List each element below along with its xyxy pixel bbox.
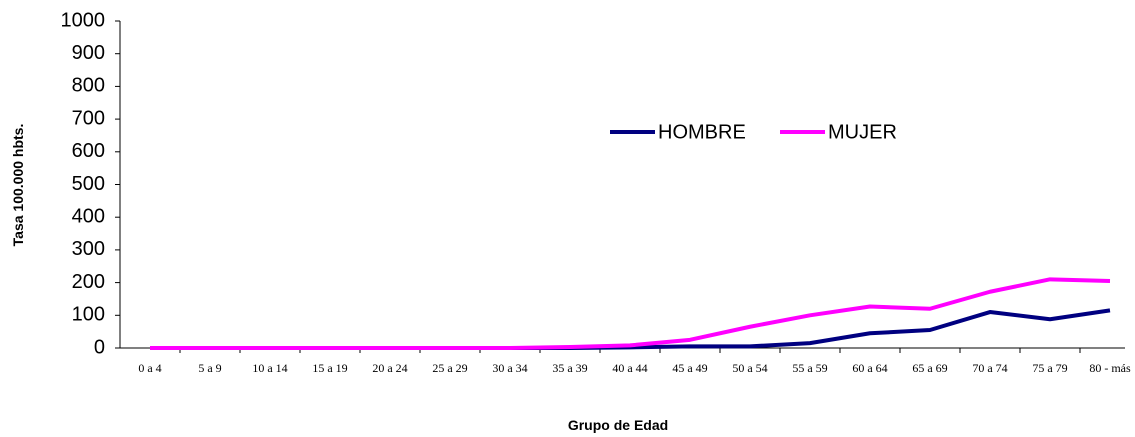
x-tick-label: 65 a 69 <box>912 361 947 375</box>
series-line <box>150 308 1111 350</box>
y-tick-label: 500 <box>72 173 105 195</box>
legend-label: MUJER <box>828 121 897 143</box>
x-axis-title: Grupo de Edad <box>568 417 668 433</box>
y-tick-label: 0 <box>94 336 105 358</box>
y-tick-label: 100 <box>72 304 105 326</box>
y-tick-label: 400 <box>72 205 105 227</box>
series-line <box>150 277 1111 350</box>
y-axis-title: Tasa 100.000 hbts. <box>10 124 26 247</box>
x-tick-label: 15 a 19 <box>312 361 347 375</box>
x-tick-label: 75 a 79 <box>1032 361 1067 375</box>
y-tick-label: 300 <box>72 238 105 260</box>
x-tick-label: 60 a 64 <box>852 361 887 375</box>
x-tick-label: 30 a 34 <box>492 361 527 375</box>
x-tick-label: 10 a 14 <box>252 361 287 375</box>
x-tick-label: 45 a 49 <box>672 361 707 375</box>
x-tick-label: 5 a 9 <box>198 361 221 375</box>
x-tick-label: 70 a 74 <box>972 361 1007 375</box>
y-tick-label: 700 <box>72 107 105 129</box>
y-tick-label: 200 <box>72 271 105 293</box>
y-tick-label: 900 <box>72 42 105 64</box>
x-tick-label: 20 a 24 <box>372 361 407 375</box>
x-tick-label: 40 a 44 <box>612 361 647 375</box>
y-tick-label: 1000 <box>61 9 106 31</box>
x-tick-label: 80 - más <box>1089 361 1131 375</box>
y-tick-label: 600 <box>72 140 105 162</box>
legend-label: HOMBRE <box>658 121 746 143</box>
x-tick-label: 0 a 4 <box>138 361 161 375</box>
x-tick-label: 55 a 59 <box>792 361 827 375</box>
x-tick-label: 35 a 39 <box>552 361 587 375</box>
x-tick-label: 50 a 54 <box>732 361 767 375</box>
x-tick-label: 25 a 29 <box>432 361 467 375</box>
y-tick-label: 800 <box>72 75 105 97</box>
